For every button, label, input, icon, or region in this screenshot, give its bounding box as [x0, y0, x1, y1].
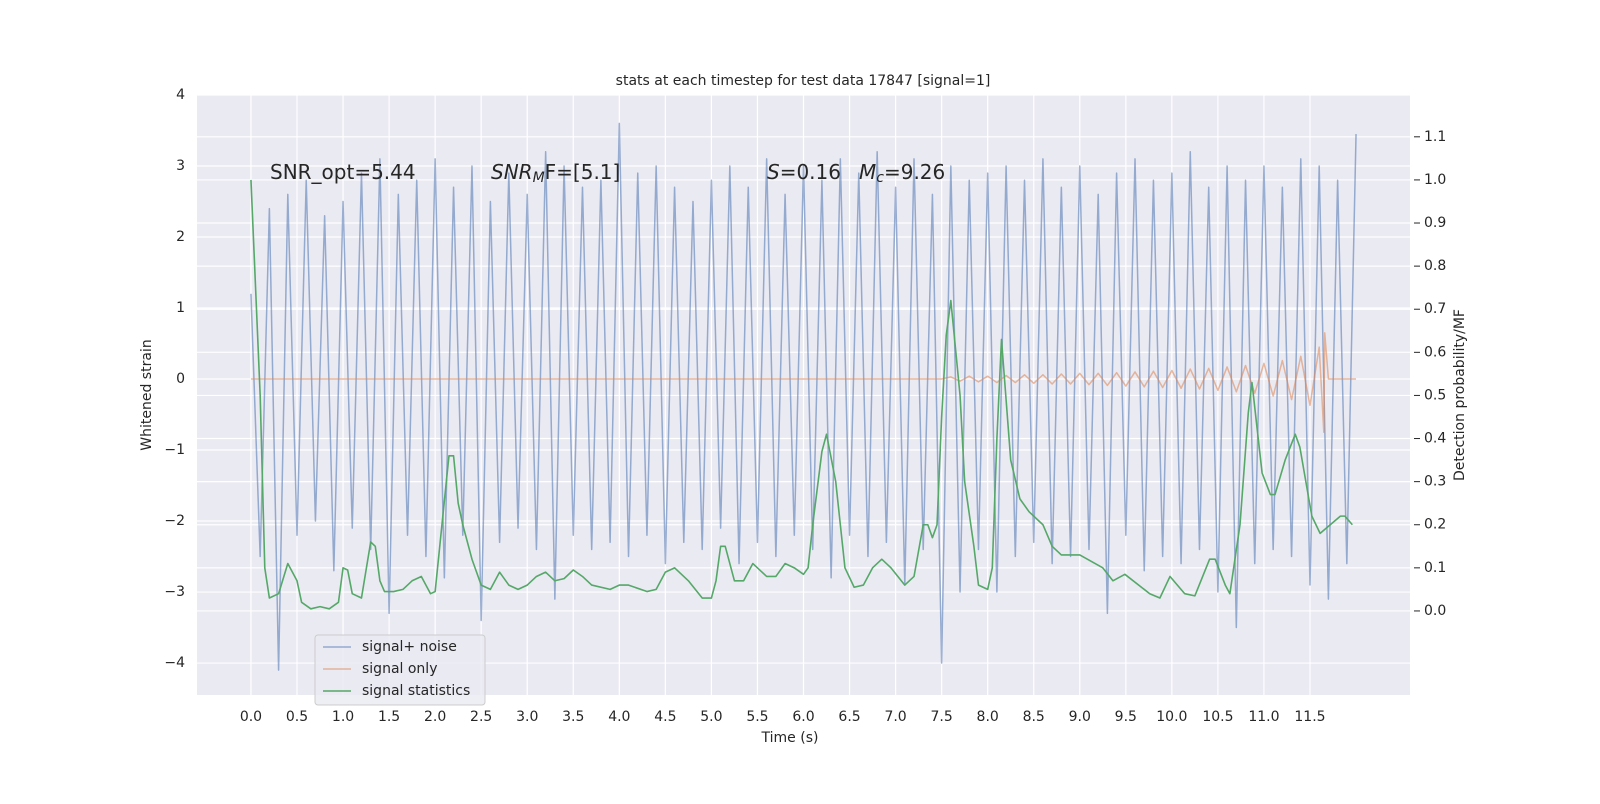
y-tick-label: 0: [176, 371, 185, 387]
y-tick-label: 1: [176, 300, 185, 316]
annotation-base: S: [767, 160, 780, 184]
labels: 0.0 0.5 1.0 1.5 2.0 2.5 3.0 3.5 4.0 4.5 5.0 5.5 6.0 6…: [164, 87, 1446, 725]
x-tick-label: 3.5: [562, 709, 584, 725]
y2-tick-label: 0.0: [1424, 603, 1446, 619]
annotation: Mc=9.26: [859, 160, 945, 187]
y-tick-label: −2: [164, 513, 185, 529]
y2-tick-label: 0.2: [1424, 517, 1446, 533]
annotation-base: SNR: [491, 160, 533, 184]
y-tick-label: 4: [176, 87, 185, 103]
x-tick-label: 2.5: [470, 709, 492, 725]
x-tick-label: 2.0: [424, 709, 446, 725]
series-line: [250, 332, 1357, 434]
x-tick-label: 7.0: [884, 709, 906, 725]
x-tick-label: 11.5: [1294, 709, 1325, 725]
x-tick-label: 9.5: [1115, 709, 1137, 725]
y2-tick-label: 1.0: [1424, 172, 1446, 188]
x-tick-label: 9.0: [1069, 709, 1091, 725]
annotation-text: =0.16: [780, 160, 841, 184]
y-tick-label: 2: [176, 229, 185, 245]
x-tick-label: 10.5: [1202, 709, 1233, 725]
y-tick-label: −4: [164, 655, 185, 671]
annotation-base: M: [859, 160, 876, 184]
x-axis-label: Time (s): [761, 730, 819, 746]
y2-tick-label: 1.1: [1424, 129, 1446, 145]
x-tick-label: 4.0: [608, 709, 630, 725]
x-tick-label: 6.0: [792, 709, 814, 725]
annotation: SNRMF=[5.1]: [491, 160, 620, 187]
x-tick-label: 3.0: [516, 709, 538, 725]
y2-tick-label: 0.8: [1424, 258, 1446, 274]
y2-tick-label: 0.9: [1424, 215, 1446, 231]
legend: signal+ noise signal only signal statistic…: [314, 634, 486, 706]
y-axis-label: Whitened strain: [139, 339, 155, 450]
x-tick-label: 0.0: [240, 709, 262, 725]
annotation-text: F=[5.1]: [545, 160, 621, 184]
x-tick-label: 7.5: [931, 709, 953, 725]
series-line: [250, 179, 1353, 610]
x-tick-label: 10.0: [1156, 709, 1187, 725]
y-tick-label: 3: [176, 158, 185, 174]
legend-label: signal only: [362, 661, 437, 677]
marks: [250, 122, 1357, 671]
x-tick-label: 11.0: [1248, 709, 1279, 725]
y-tick-label: −1: [164, 442, 185, 458]
legend-label: signal statistics: [362, 683, 470, 699]
y2-axis-label: Detection probability/MF: [1452, 309, 1468, 481]
x-tick-label: 6.5: [838, 709, 860, 725]
x-tick-label: 1.5: [378, 709, 400, 725]
x-tick-label: 8.5: [1023, 709, 1045, 725]
annotation: S=0.16: [767, 160, 841, 184]
y2-tick-label: 0.4: [1424, 431, 1446, 447]
annotation-text: SNR_opt=5.44: [270, 160, 416, 184]
annotation: SNR_opt=5.44: [270, 160, 416, 184]
y2-tick-label: 0.5: [1424, 387, 1446, 403]
y-tick-label: −3: [164, 584, 185, 600]
x-tick-label: 8.0: [977, 709, 999, 725]
chart-title: stats at each timestep for test data 178…: [616, 73, 991, 89]
y2-tick-label: 0.7: [1424, 301, 1446, 317]
legend-label: signal+ noise: [362, 639, 457, 655]
x-tick-label: 5.5: [746, 709, 768, 725]
x-tick-label: 4.5: [654, 709, 676, 725]
annotation-sub: c: [876, 170, 884, 186]
x-tick-label: 1.0: [332, 709, 354, 725]
y2-tick-label: 0.6: [1424, 344, 1446, 360]
x-tick-label: 0.5: [286, 709, 308, 725]
annotation-text: =9.26: [884, 160, 945, 184]
y2-tick-label: 0.1: [1424, 560, 1446, 576]
legend-box: [314, 634, 486, 706]
series-line: [250, 122, 1357, 671]
annotation-sub: M: [533, 170, 545, 186]
x-tick-label: 5.0: [700, 709, 722, 725]
y2-tick-label: 0.3: [1424, 474, 1446, 490]
